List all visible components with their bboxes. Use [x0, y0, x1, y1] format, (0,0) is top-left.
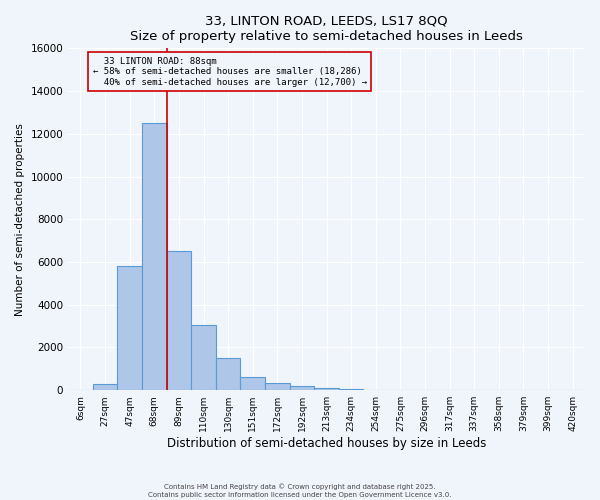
Bar — [265, 382, 290, 390]
Text: Contains HM Land Registry data © Crown copyright and database right 2025.
Contai: Contains HM Land Registry data © Crown c… — [148, 484, 452, 498]
Bar — [339, 389, 364, 390]
Bar — [93, 384, 118, 390]
Bar — [191, 325, 216, 390]
Title: 33, LINTON ROAD, LEEDS, LS17 8QQ
Size of property relative to semi-detached hous: 33, LINTON ROAD, LEEDS, LS17 8QQ Size of… — [130, 15, 523, 43]
Bar — [142, 123, 167, 390]
X-axis label: Distribution of semi-detached houses by size in Leeds: Distribution of semi-detached houses by … — [167, 437, 486, 450]
Bar — [167, 252, 191, 390]
Text: 33 LINTON ROAD: 88sqm
← 58% of semi-detached houses are smaller (18,286)
  40% o: 33 LINTON ROAD: 88sqm ← 58% of semi-deta… — [93, 57, 367, 86]
Bar — [314, 388, 339, 390]
Bar — [241, 378, 265, 390]
Bar — [118, 266, 142, 390]
Bar — [216, 358, 241, 390]
Y-axis label: Number of semi-detached properties: Number of semi-detached properties — [15, 123, 25, 316]
Bar — [290, 386, 314, 390]
